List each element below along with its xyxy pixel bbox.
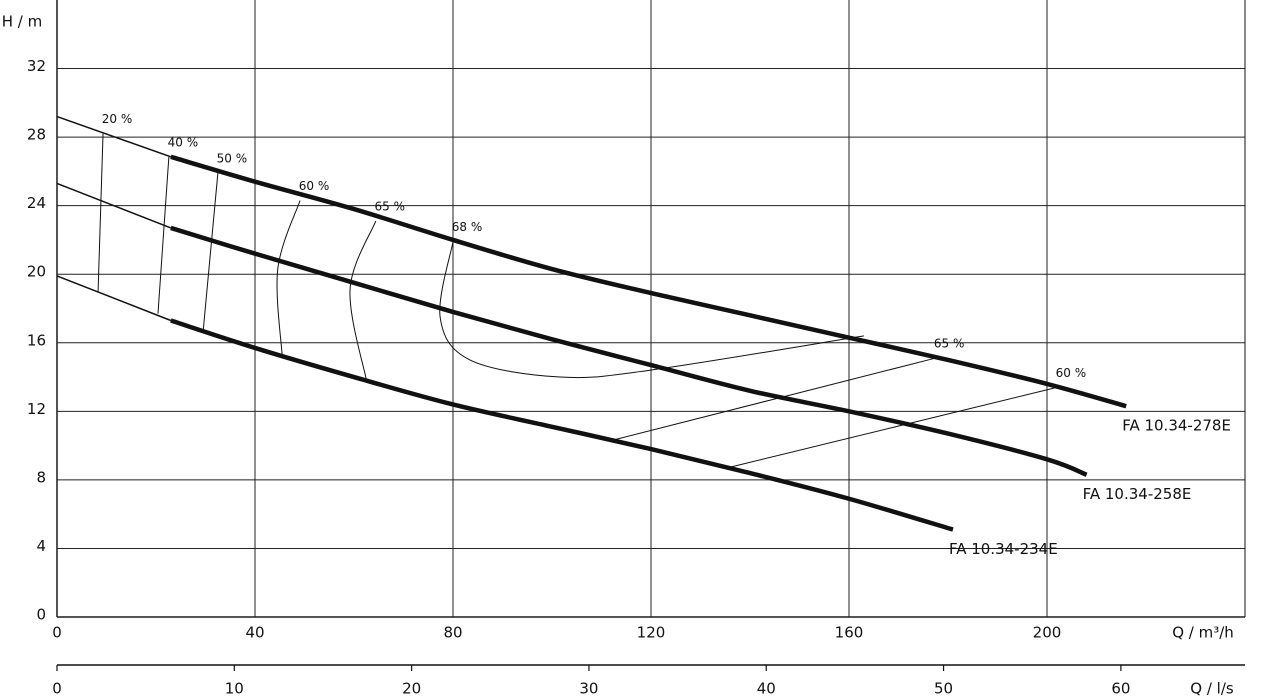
x2-tick-label: 30 — [579, 680, 598, 698]
x2-tick-label: 60 — [1111, 680, 1130, 698]
x2-tick-label: 50 — [934, 680, 953, 698]
efficiency-label: 65 % — [375, 200, 406, 214]
efficiency-curve — [611, 357, 936, 441]
y-tick-label: 20 — [27, 263, 46, 281]
x-tick-label: 160 — [835, 624, 864, 642]
y-tick-label: 12 — [27, 400, 46, 418]
y-tick-label: 28 — [27, 126, 46, 144]
curve-extension — [56, 275, 172, 322]
x-tick-label: 0 — [52, 624, 62, 642]
curve-label: FA 10.34-278E — [1122, 417, 1231, 435]
efficiency-curve — [349, 220, 377, 383]
x-tick-label: 40 — [245, 624, 264, 642]
y-tick-label: 0 — [36, 606, 46, 624]
pump-curve — [170, 225, 1088, 477]
y-tick-label: 32 — [27, 57, 46, 75]
curve-label: FA 10.34-234E — [949, 540, 1058, 558]
x2-tick-label: 0 — [52, 680, 62, 698]
efficiency-label: 40 % — [168, 135, 199, 149]
curve-extension — [56, 182, 172, 229]
pump-curve — [170, 318, 954, 532]
x2-tick-label: 20 — [402, 680, 421, 698]
efficiency-label: 60 % — [1056, 366, 1087, 380]
y-tick-label: 24 — [27, 194, 46, 212]
efficiency-label: 60 % — [299, 179, 330, 193]
efficiency-label: 68 % — [452, 220, 483, 234]
efficiency-label: 65 % — [934, 337, 965, 351]
y-tick-label: 4 — [36, 537, 46, 555]
x-axis-label: Q / m³/h — [1172, 624, 1234, 642]
x-tick-label: 80 — [443, 624, 462, 642]
x-tick-label: 200 — [1033, 624, 1062, 642]
efficiency-curve — [157, 156, 170, 314]
y-tick-label: 16 — [27, 331, 46, 349]
x-tick-label: 120 — [637, 624, 666, 642]
pump-curve — [170, 154, 1127, 409]
x2-tick-label: 40 — [757, 680, 776, 698]
efficiency-curve — [97, 133, 104, 292]
curve-extension — [56, 115, 172, 158]
x2-axis-label: Q / l/s — [1190, 680, 1234, 698]
efficiency-label: 20 % — [102, 112, 133, 126]
efficiency-label: 50 % — [217, 152, 248, 166]
efficiency-curve — [202, 173, 219, 333]
efficiency-curve — [276, 200, 301, 357]
y-axis-label: H / m — [2, 13, 42, 31]
efficiency-curve — [727, 386, 1058, 469]
efficiency-curve — [439, 241, 864, 379]
x2-tick-label: 10 — [225, 680, 244, 698]
y-tick-label: 8 — [36, 468, 46, 486]
curve-label: FA 10.34-258E — [1083, 485, 1192, 503]
